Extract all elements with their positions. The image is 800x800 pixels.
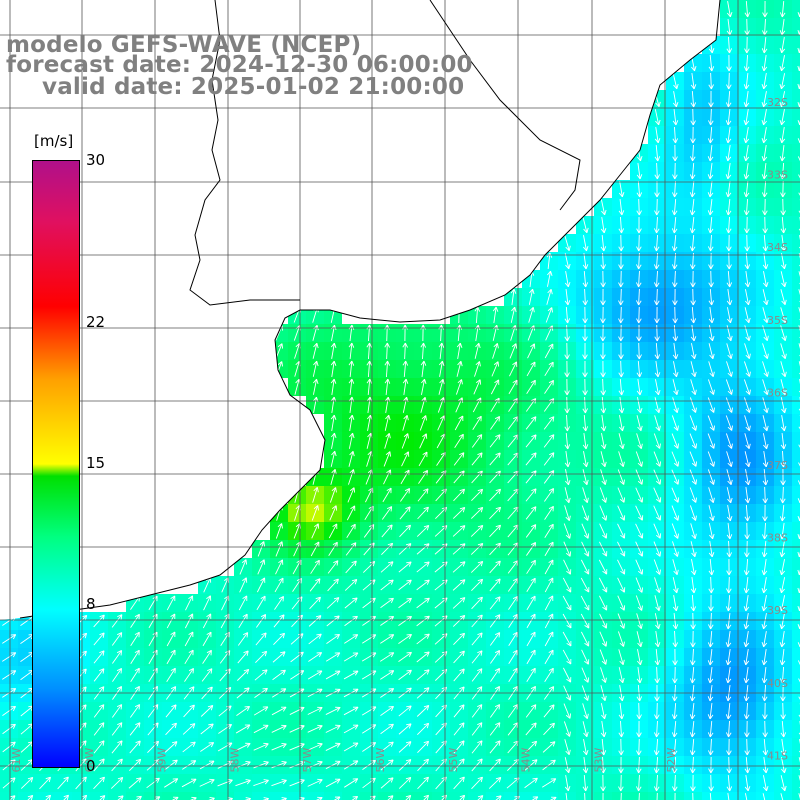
wind-cell [792, 234, 800, 252]
lat-label: 41S [767, 749, 788, 762]
wind-cell [342, 792, 360, 800]
wind-cell [468, 792, 486, 800]
wind-cell [72, 792, 90, 800]
wind-cell [792, 90, 800, 108]
lat-label: 35S [767, 314, 788, 327]
colorbar [32, 160, 80, 768]
wind-cell [792, 144, 800, 162]
wind-cell [792, 720, 800, 738]
lat-label: 36S [767, 386, 788, 399]
wind-cell [450, 792, 468, 800]
wind-cell [756, 792, 774, 800]
colorbar-tick-label: 22 [86, 312, 106, 331]
wind-cell [792, 702, 800, 720]
lat-label: 39S [767, 604, 788, 617]
lon-label: 59W [156, 747, 169, 772]
valid-date: valid date: 2025-01-02 21:00:00 [42, 74, 465, 100]
wind-cell [792, 756, 800, 774]
lon-label: 56W [374, 747, 387, 772]
wind-cell [792, 198, 800, 216]
wind-cell [432, 792, 450, 800]
wind-cell [522, 792, 540, 800]
wind-cell [792, 288, 800, 306]
lon-label: 55W [447, 747, 460, 772]
lon-label: 58W [228, 747, 241, 772]
lon-label: 52W [665, 747, 678, 772]
wind-cell [792, 342, 800, 360]
lat-label: 32S [767, 96, 788, 109]
lat-label: 33S [767, 169, 788, 182]
wind-cell [792, 468, 800, 486]
wind-cell [792, 108, 800, 126]
wind-cell [792, 378, 800, 396]
wind-cell [144, 792, 162, 800]
wind-cell [90, 792, 108, 800]
lon-label: 61W [10, 747, 23, 772]
wind-cell [18, 792, 36, 800]
wind-cell [792, 306, 800, 324]
wind-cell [792, 54, 800, 72]
wind-cell [792, 270, 800, 288]
wind-cell [792, 180, 800, 198]
wind-cell [774, 792, 792, 800]
wind-cell [54, 792, 72, 800]
wind-cell [792, 630, 800, 648]
wind-cell [396, 792, 414, 800]
lat-label: 40S [767, 677, 788, 690]
wind-cell [792, 648, 800, 666]
wind-cell [792, 450, 800, 468]
lat-label: 37S [767, 459, 788, 472]
wind-cell [360, 792, 378, 800]
wind-cell [792, 414, 800, 432]
lon-label: 54W [520, 747, 533, 772]
wind-cell [792, 252, 800, 270]
colorbar-tick-label: 8 [86, 595, 96, 614]
colorbar-unit: [m/s] [34, 132, 74, 150]
wind-cell [792, 324, 800, 342]
lon-label: 57W [301, 747, 314, 772]
wind-cell [792, 162, 800, 180]
wind-cell [792, 36, 800, 54]
wind-cell [792, 216, 800, 234]
wind-cell [792, 396, 800, 414]
colorbar-tick-label: 15 [86, 454, 106, 472]
colorbar-tick-label: 0 [86, 757, 96, 775]
wind-cell [792, 18, 800, 36]
wind-cell [36, 792, 54, 800]
lat-label: 38S [767, 532, 788, 545]
colorbar-tick-label: 30 [86, 151, 106, 169]
lon-label: 53W [592, 747, 605, 772]
wind-cell [792, 72, 800, 90]
wind-cell [792, 486, 800, 504]
wind-cell [414, 792, 432, 800]
wind-cell [792, 792, 800, 800]
lat-label: 34S [767, 241, 788, 254]
wind-cell [792, 360, 800, 378]
wind-cell [792, 666, 800, 684]
wind-cell [792, 432, 800, 450]
wind-cell [792, 738, 800, 756]
wind-cell [792, 774, 800, 792]
wind-cell [792, 126, 800, 144]
wind-cell [792, 0, 800, 18]
